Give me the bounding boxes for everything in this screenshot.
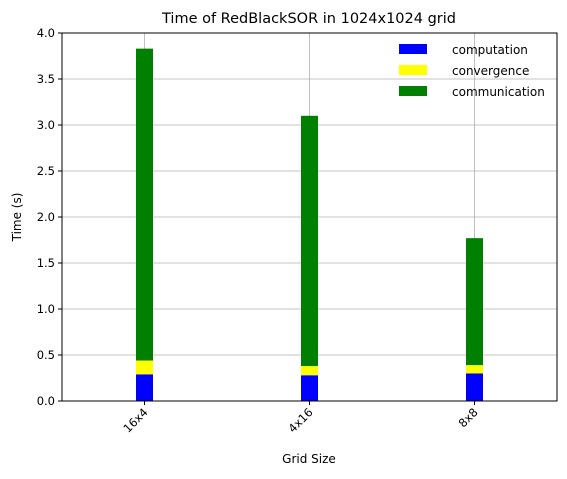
legend-label-communication: communication (452, 85, 545, 99)
y-tick-label: 0.5 (37, 348, 55, 362)
y-axis-ticks: 0.0 0.5 1.0 1.5 2.0 2.5 3.0 3.5 4.0 (37, 26, 62, 408)
bar-communication-16x4 (136, 48, 153, 361)
legend-swatch-convergence (399, 65, 427, 75)
legend-label-convergence: convergence (452, 64, 529, 78)
legend-swatch-computation (399, 44, 427, 54)
y-tick-label: 2.0 (37, 210, 55, 224)
legend: computation convergence communication (399, 43, 545, 99)
y-tick-label: 1.5 (37, 256, 55, 270)
y-tick-label: 1.0 (37, 302, 55, 316)
bars (136, 48, 483, 401)
bar-computation-16x4 (136, 374, 153, 401)
bar-convergence-8x8 (466, 365, 483, 374)
bar-communication-8x8 (466, 238, 483, 366)
x-axis-ticks: 16x4 4x16 8x8 (120, 401, 481, 435)
y-tick-label: 3.0 (37, 118, 55, 132)
y-axis-label: Time (s) (10, 193, 24, 243)
y-tick-label: 2.5 (37, 164, 55, 178)
bar-convergence-4x16 (301, 366, 318, 376)
bar-communication-4x16 (301, 115, 318, 367)
y-tick-label: 0.0 (37, 394, 55, 408)
legend-swatch-communication (399, 86, 427, 96)
bar-convergence-16x4 (136, 360, 153, 375)
y-tick-label: 3.5 (37, 72, 55, 86)
x-tick-label: 4x16 (285, 405, 315, 435)
bar-computation-8x8 (466, 373, 483, 401)
y-tick-label: 4.0 (37, 26, 55, 40)
x-tick-label: 8x8 (456, 405, 481, 430)
x-axis-label: Grid Size (282, 452, 336, 466)
x-tick-label: 16x4 (120, 405, 150, 435)
chart-title: Time of RedBlackSOR in 1024x1024 grid (161, 11, 456, 27)
legend-label-computation: computation (452, 43, 528, 57)
bar-computation-4x16 (301, 375, 318, 401)
